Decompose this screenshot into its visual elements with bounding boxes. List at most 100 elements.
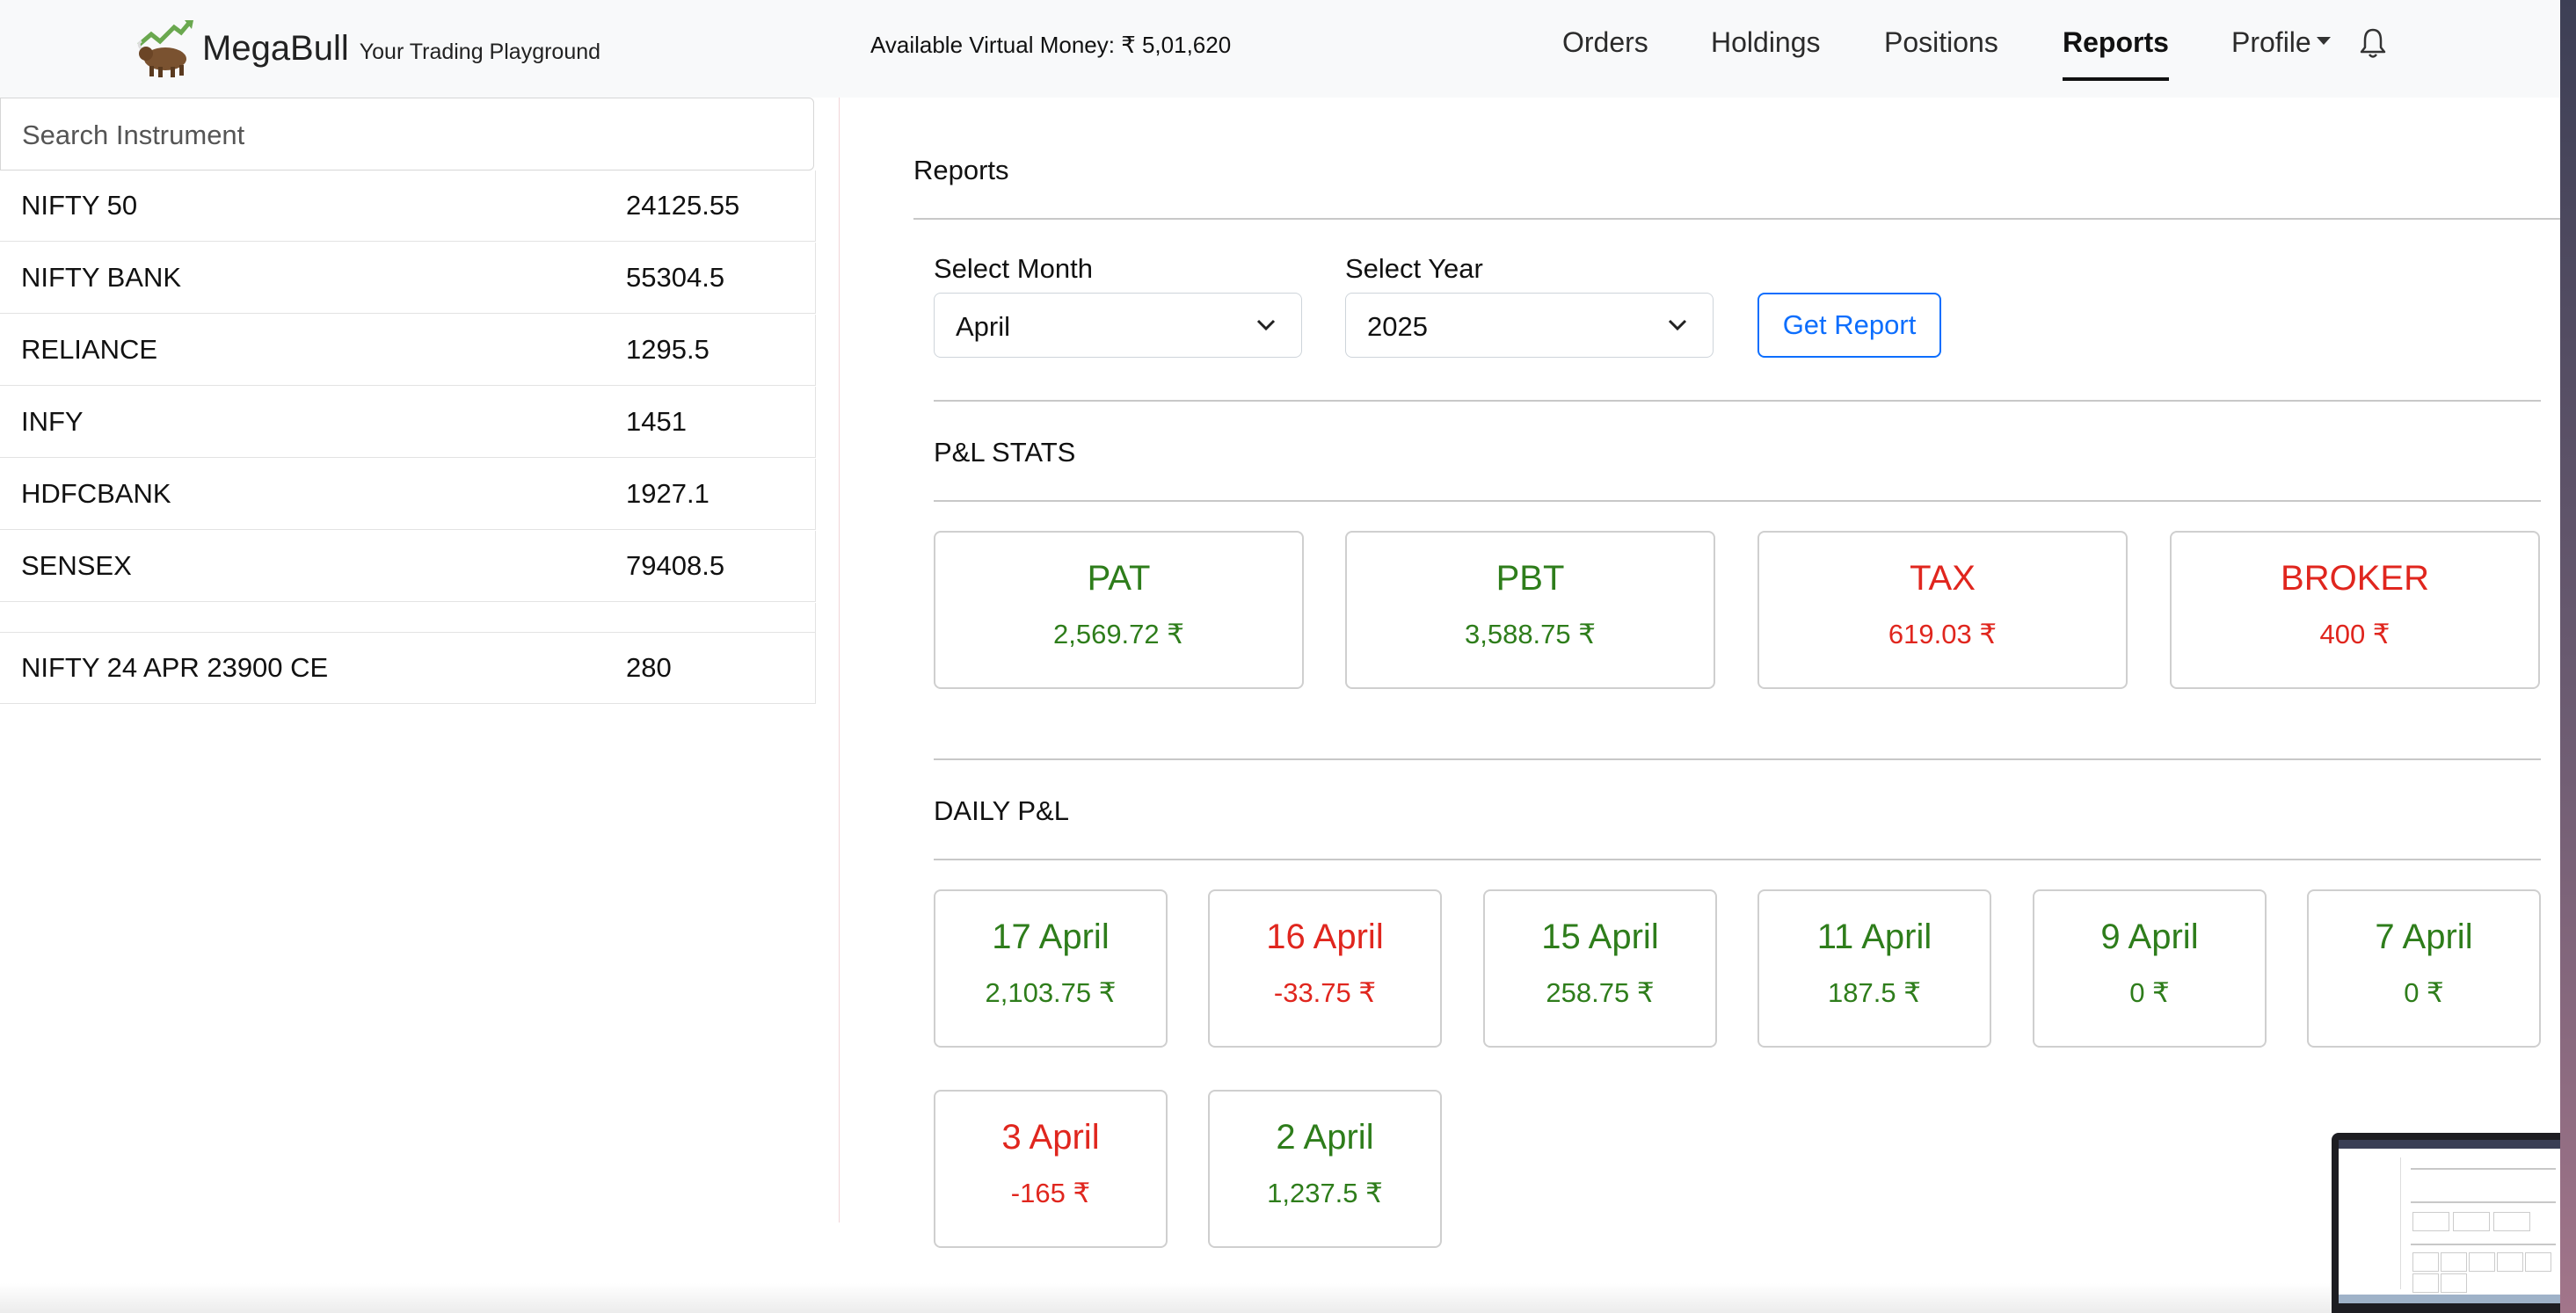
daily-date: 2 April bbox=[1276, 1118, 1374, 1157]
brand-logo-link[interactable]: MegaBull Your Trading Playground bbox=[134, 18, 600, 79]
daily-date: 11 April bbox=[1816, 918, 1932, 956]
instrument-row-spacer bbox=[0, 603, 816, 633]
daily-date: 16 April bbox=[1266, 918, 1384, 956]
bell-icon[interactable] bbox=[2358, 26, 2388, 60]
daily-card: 15 April 258.75 ₹ bbox=[1483, 889, 1717, 1048]
section-divider bbox=[934, 758, 2541, 760]
nav-holdings[interactable]: Holdings bbox=[1711, 26, 1821, 58]
thumbnail-line bbox=[2411, 1201, 2556, 1203]
instrument-name: RELIANCE bbox=[21, 334, 158, 365]
thumbnail-cell bbox=[2453, 1212, 2490, 1231]
page-title: Reports bbox=[913, 155, 1009, 185]
window-bottom-edge bbox=[0, 1283, 2560, 1313]
instrument-name: NIFTY BANK bbox=[21, 262, 182, 293]
brand-tagline: Your Trading Playground bbox=[359, 39, 601, 64]
get-report-button[interactable]: Get Report bbox=[1757, 293, 1941, 358]
section-divider bbox=[934, 500, 2541, 502]
nav-positions[interactable]: Positions bbox=[1884, 26, 1998, 58]
top-navbar: MegaBull Your Trading Playground Availab… bbox=[0, 0, 2560, 98]
instrument-price: 280 bbox=[626, 652, 672, 683]
instrument-name: INFY bbox=[21, 406, 84, 437]
daily-pl-title: DAILY P&L bbox=[934, 795, 1069, 826]
search-instrument-box[interactable] bbox=[0, 98, 814, 170]
stat-value: 3,588.75 ₹ bbox=[1464, 619, 1596, 649]
title-divider bbox=[913, 218, 2560, 220]
chevron-down-icon bbox=[1668, 319, 1687, 331]
virtual-money-display: Available Virtual Money: ₹ 5,01,620 bbox=[870, 32, 1232, 58]
instrument-price: 1927.1 bbox=[626, 478, 709, 509]
nav-orders[interactable]: Orders bbox=[1562, 26, 1648, 58]
instrument-name: NIFTY 50 bbox=[21, 190, 138, 221]
instrument-row[interactable]: INFY 1451 bbox=[0, 387, 816, 458]
instrument-price: 55304.5 bbox=[626, 262, 725, 293]
instrument-name: NIFTY 24 APR 23900 CE bbox=[21, 652, 329, 683]
instrument-name: SENSEX bbox=[21, 550, 132, 581]
daily-date: 3 April bbox=[1001, 1118, 1100, 1157]
month-select-value: April bbox=[956, 311, 1011, 342]
thumbnail-dock bbox=[2339, 1295, 2560, 1303]
instrument-price: 24125.55 bbox=[626, 190, 740, 221]
instrument-price: 1295.5 bbox=[626, 334, 709, 365]
desktop-background bbox=[2560, 0, 2576, 1313]
instrument-row[interactable]: RELIANCE 1295.5 bbox=[0, 315, 816, 386]
nav-reports[interactable]: Reports bbox=[2063, 26, 2169, 58]
daily-value: 1,237.5 ₹ bbox=[1267, 1178, 1383, 1208]
instrument-row[interactable]: NIFTY 24 APR 23900 CE 280 bbox=[0, 633, 816, 704]
daily-value: 258.75 ₹ bbox=[1546, 977, 1655, 1008]
stat-card-pbt: PBT 3,588.75 ₹ bbox=[1345, 531, 1715, 689]
thumbnail-cell bbox=[2469, 1252, 2495, 1272]
stat-value: 400 ₹ bbox=[2319, 619, 2390, 649]
daily-value: -165 ₹ bbox=[1010, 1178, 1091, 1208]
instrument-row[interactable]: NIFTY BANK 55304.5 bbox=[0, 243, 816, 314]
daily-card: 3 April -165 ₹ bbox=[934, 1090, 1168, 1248]
nav-profile-dropdown[interactable]: Profile bbox=[2231, 26, 2331, 59]
daily-date: 9 April bbox=[2100, 918, 2199, 956]
year-select-value: 2025 bbox=[1367, 311, 1428, 342]
brand-name: MegaBull bbox=[202, 28, 349, 68]
daily-value: 0 ₹ bbox=[2129, 977, 2170, 1008]
thumbnail-cell bbox=[2493, 1212, 2530, 1231]
active-nav-underline bbox=[2063, 77, 2169, 81]
thumbnail-line bbox=[2411, 1244, 2556, 1245]
thumbnail-cell bbox=[2441, 1273, 2467, 1293]
stat-card-pat: PAT 2,569.72 ₹ bbox=[934, 531, 1304, 689]
thumbnail-sidebar bbox=[2339, 1157, 2401, 1289]
instrument-name: HDFCBANK bbox=[21, 478, 171, 509]
bull-logo-icon bbox=[137, 20, 193, 77]
instrument-row[interactable]: SENSEX 79408.5 bbox=[0, 531, 816, 602]
instrument-row[interactable]: HDFCBANK 1927.1 bbox=[0, 459, 816, 530]
thumbnail-line bbox=[2411, 1168, 2556, 1170]
daily-date: 15 April bbox=[1541, 918, 1659, 956]
stat-value: 619.03 ₹ bbox=[1888, 619, 1997, 649]
month-select[interactable]: April bbox=[934, 293, 1302, 358]
daily-card: 2 April 1,237.5 ₹ bbox=[1208, 1090, 1442, 1248]
stat-title: PBT bbox=[1495, 559, 1565, 598]
thumbnail-screen bbox=[2339, 1140, 2560, 1303]
year-label: Select Year bbox=[1345, 253, 1483, 284]
caret-down-icon bbox=[2316, 37, 2331, 46]
thumbnail-cell bbox=[2525, 1252, 2551, 1272]
stat-title: TAX bbox=[1910, 559, 1976, 598]
search-instrument-input[interactable] bbox=[22, 120, 796, 151]
instrument-row[interactable]: NIFTY 50 24125.55 bbox=[0, 170, 816, 242]
profile-label: Profile bbox=[2231, 26, 2311, 58]
daily-card: 7 April 0 ₹ bbox=[2307, 889, 2541, 1048]
stat-value: 2,569.72 ₹ bbox=[1052, 619, 1184, 649]
chevron-down-icon bbox=[1256, 319, 1276, 331]
thumbnail-cell bbox=[2412, 1212, 2449, 1231]
year-select[interactable]: 2025 bbox=[1345, 293, 1714, 358]
section-divider bbox=[934, 859, 2541, 860]
instrument-price: 1451 bbox=[626, 406, 687, 437]
pl-stats-title: P&L STATS bbox=[934, 437, 1076, 468]
daily-card: 16 April -33.75 ₹ bbox=[1208, 889, 1442, 1048]
daily-card: 17 April 2,103.75 ₹ bbox=[934, 889, 1168, 1048]
stat-title: BROKER bbox=[2281, 559, 2429, 598]
stat-card-tax: TAX 619.03 ₹ bbox=[1757, 531, 2128, 689]
instrument-price: 79408.5 bbox=[626, 550, 725, 581]
daily-card: 9 April 0 ₹ bbox=[2033, 889, 2267, 1048]
daily-value: -33.75 ₹ bbox=[1273, 977, 1377, 1008]
daily-card: 11 April 187.5 ₹ bbox=[1757, 889, 1991, 1048]
screenshot-thumbnail-preview[interactable] bbox=[2332, 1133, 2560, 1313]
sidebar-divider bbox=[839, 98, 840, 1222]
month-label: Select Month bbox=[934, 253, 1093, 284]
